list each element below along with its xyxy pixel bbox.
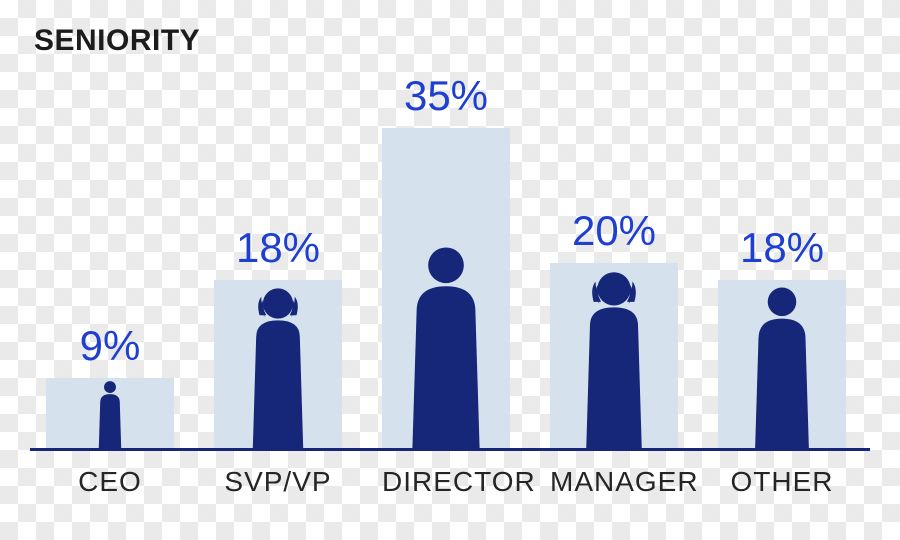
bar-group-svpvp: 18%: [214, 60, 342, 448]
bar-value-manager: 20%: [550, 207, 678, 255]
seniority-chart: 9% CEO 18% SVP/VP 35% DIRECTOR 20% MANAGER 18% OT…: [30, 60, 870, 510]
bar-label-director: DIRECTOR: [382, 466, 510, 498]
bar-label-ceo: CEO: [46, 466, 174, 498]
person-icon: [730, 280, 835, 448]
infographic-canvas: SENIORITY 9% CEO 18% SVP/VP 35% DIRECTOR 20% MA…: [0, 0, 900, 540]
bar-group-other: 18%: [718, 60, 846, 448]
person-icon: [394, 128, 499, 448]
bar-label-manager: MANAGER: [550, 466, 678, 498]
bar-value-other: 18%: [718, 224, 846, 272]
bar-label-other: OTHER: [718, 466, 846, 498]
bar-group-ceo: 9%: [46, 60, 174, 448]
chart-title: SENIORITY: [34, 24, 200, 58]
bar-group-manager: 20%: [550, 60, 678, 448]
person-icon: [562, 263, 667, 448]
bar-value-director: 35%: [382, 72, 510, 120]
person-icon: [226, 280, 331, 448]
bar-group-director: 35%: [382, 60, 510, 448]
chart-baseline: [30, 448, 870, 451]
bar-label-svpvp: SVP/VP: [214, 466, 342, 498]
bar-value-ceo: 9%: [46, 322, 174, 370]
bar-value-svpvp: 18%: [214, 224, 342, 272]
person-icon: [58, 378, 163, 448]
